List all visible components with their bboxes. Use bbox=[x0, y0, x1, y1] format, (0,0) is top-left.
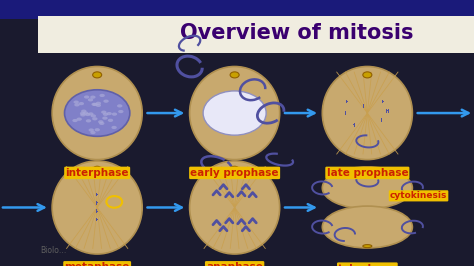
Ellipse shape bbox=[52, 66, 142, 160]
Ellipse shape bbox=[89, 128, 94, 132]
Ellipse shape bbox=[103, 113, 108, 116]
Ellipse shape bbox=[322, 206, 412, 248]
Ellipse shape bbox=[80, 113, 86, 117]
Bar bbox=[96, 201, 97, 205]
Ellipse shape bbox=[101, 111, 107, 114]
Ellipse shape bbox=[86, 119, 91, 122]
Ellipse shape bbox=[92, 117, 98, 120]
Ellipse shape bbox=[92, 166, 101, 172]
Bar bbox=[382, 101, 384, 102]
Bar bbox=[354, 123, 355, 127]
Ellipse shape bbox=[88, 112, 93, 115]
Ellipse shape bbox=[112, 113, 117, 116]
Ellipse shape bbox=[73, 101, 79, 104]
Ellipse shape bbox=[190, 161, 280, 254]
Ellipse shape bbox=[322, 167, 412, 209]
Ellipse shape bbox=[92, 72, 101, 78]
Ellipse shape bbox=[52, 161, 142, 254]
Bar bbox=[380, 118, 381, 122]
Ellipse shape bbox=[96, 102, 101, 105]
Ellipse shape bbox=[230, 72, 239, 78]
Bar bbox=[353, 124, 355, 125]
Bar bbox=[382, 99, 383, 103]
Ellipse shape bbox=[111, 126, 117, 129]
Bar bbox=[346, 101, 348, 102]
Ellipse shape bbox=[83, 111, 89, 115]
Ellipse shape bbox=[91, 103, 97, 106]
Ellipse shape bbox=[117, 104, 122, 107]
Ellipse shape bbox=[80, 112, 85, 115]
Text: interphase: interphase bbox=[65, 168, 129, 178]
Ellipse shape bbox=[94, 128, 100, 131]
Ellipse shape bbox=[90, 95, 96, 99]
Ellipse shape bbox=[118, 110, 124, 113]
Ellipse shape bbox=[103, 99, 109, 103]
Ellipse shape bbox=[74, 103, 80, 106]
Bar bbox=[381, 118, 382, 122]
Bar bbox=[383, 99, 384, 103]
Ellipse shape bbox=[85, 113, 91, 116]
Bar bbox=[344, 111, 345, 115]
Bar bbox=[353, 123, 354, 127]
Text: Overview of mitosis: Overview of mitosis bbox=[180, 23, 414, 43]
Bar bbox=[347, 99, 348, 103]
Text: metaphase: metaphase bbox=[64, 262, 130, 266]
Bar bbox=[388, 109, 389, 113]
Ellipse shape bbox=[108, 119, 113, 122]
Ellipse shape bbox=[203, 91, 266, 135]
Bar bbox=[96, 194, 98, 195]
Ellipse shape bbox=[88, 98, 93, 101]
Ellipse shape bbox=[363, 245, 372, 248]
Ellipse shape bbox=[190, 66, 280, 160]
Ellipse shape bbox=[81, 110, 87, 113]
Ellipse shape bbox=[64, 90, 130, 136]
Ellipse shape bbox=[363, 167, 372, 170]
Ellipse shape bbox=[230, 166, 239, 172]
Ellipse shape bbox=[73, 119, 78, 122]
Bar bbox=[96, 218, 97, 221]
Ellipse shape bbox=[322, 66, 412, 160]
Bar bbox=[345, 111, 346, 115]
Bar bbox=[0, 0, 474, 19]
Ellipse shape bbox=[107, 112, 112, 115]
Ellipse shape bbox=[100, 94, 105, 97]
Bar bbox=[38, 16, 474, 53]
Ellipse shape bbox=[92, 103, 98, 106]
Bar bbox=[362, 104, 363, 108]
Ellipse shape bbox=[84, 95, 90, 99]
Bar bbox=[96, 209, 97, 213]
Text: cytokinesis: cytokinesis bbox=[390, 191, 447, 200]
Text: Biolo…: Biolo… bbox=[40, 246, 67, 255]
Text: anaphase: anaphase bbox=[206, 262, 263, 266]
Bar bbox=[386, 109, 387, 113]
Ellipse shape bbox=[90, 131, 96, 134]
Bar bbox=[386, 110, 389, 111]
Ellipse shape bbox=[99, 122, 104, 125]
Bar bbox=[96, 202, 98, 203]
Ellipse shape bbox=[76, 118, 82, 121]
Bar bbox=[96, 219, 98, 220]
Text: early prophase: early prophase bbox=[191, 168, 279, 178]
Ellipse shape bbox=[102, 117, 108, 120]
Bar bbox=[96, 193, 97, 196]
Ellipse shape bbox=[96, 104, 101, 107]
Ellipse shape bbox=[363, 72, 372, 78]
Ellipse shape bbox=[91, 114, 96, 118]
Bar bbox=[363, 104, 364, 108]
Ellipse shape bbox=[79, 102, 84, 105]
Text: late prophase: late prophase bbox=[327, 168, 408, 178]
Text: telophase: telophase bbox=[338, 264, 396, 266]
Ellipse shape bbox=[98, 120, 103, 123]
